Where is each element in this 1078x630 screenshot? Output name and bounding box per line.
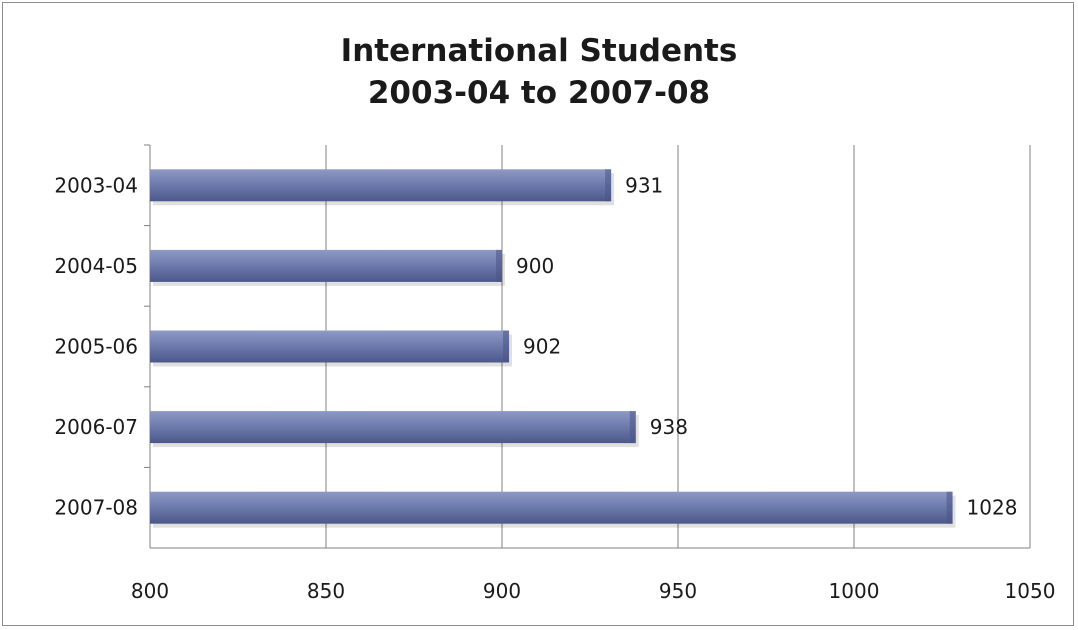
data-label: 1028 — [967, 496, 1018, 520]
x-tick-label: 1000 — [829, 579, 880, 603]
data-label: 900 — [516, 254, 554, 278]
y-category-label: 2004-05 — [54, 254, 138, 278]
labels: 800 850 900 950 1000 1050 2003-04 931 2004-05 900… — [54, 173, 1055, 603]
data-label: 938 — [650, 415, 688, 439]
bar-end-cap — [946, 491, 953, 524]
chart-title-line-1: International Students — [340, 33, 738, 69]
chart-title: International Students 2003-04 to 2007-0… — [0, 30, 1078, 114]
y-category-label: 2006-07 — [54, 415, 138, 439]
bar-2006-07 — [150, 411, 636, 444]
x-tick-label: 1050 — [1005, 579, 1056, 603]
bar-2005-06 — [150, 330, 510, 363]
x-tick-label: 900 — [483, 579, 521, 603]
bars — [150, 169, 956, 528]
bar-end-cap — [503, 330, 510, 363]
bar-2007-08 — [150, 491, 953, 524]
chart-title-line-2: 2003-04 to 2007-08 — [367, 75, 711, 111]
bar-2003-04 — [150, 169, 612, 202]
data-label: 931 — [625, 173, 663, 197]
y-category-label: 2007-08 — [54, 496, 138, 520]
bar-end-cap — [605, 169, 612, 202]
data-label: 902 — [523, 335, 561, 359]
bar-end-cap — [496, 249, 502, 282]
bar-2004-05 — [150, 249, 502, 282]
y-category-label: 2003-04 — [54, 173, 138, 197]
bar-end-cap — [629, 411, 636, 444]
x-tick-label: 850 — [307, 579, 345, 603]
y-category-label: 2005-06 — [54, 335, 138, 359]
x-tick-label: 800 — [131, 579, 169, 603]
x-tick-label: 950 — [659, 579, 697, 603]
